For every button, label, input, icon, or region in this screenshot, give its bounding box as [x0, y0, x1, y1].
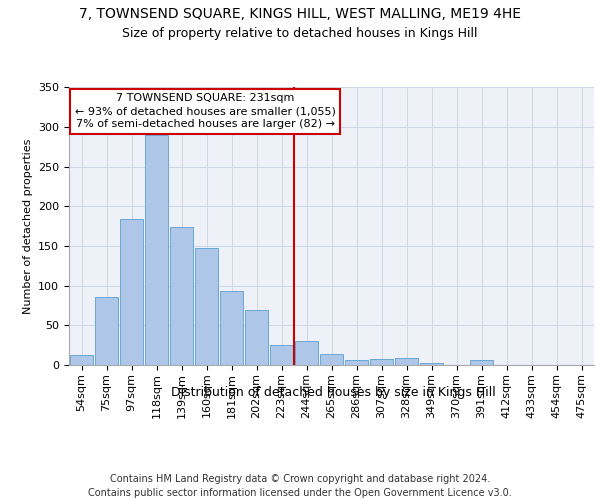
Bar [470, 360, 493, 365]
Bar [395, 358, 418, 365]
Bar [95, 297, 118, 365]
Bar [220, 292, 243, 365]
Bar [170, 227, 193, 365]
Text: Contains HM Land Registry data © Crown copyright and database right 2024.
Contai: Contains HM Land Registry data © Crown c… [88, 474, 512, 498]
Bar [70, 354, 93, 365]
Bar [195, 248, 218, 365]
Text: 7 TOWNSEND SQUARE: 231sqm
← 93% of detached houses are smaller (1,055)
7% of sem: 7 TOWNSEND SQUARE: 231sqm ← 93% of detac… [75, 93, 335, 130]
Text: Size of property relative to detached houses in Kings Hill: Size of property relative to detached ho… [122, 28, 478, 40]
Y-axis label: Number of detached properties: Number of detached properties [23, 138, 32, 314]
Bar [245, 310, 268, 365]
Text: Distribution of detached houses by size in Kings Hill: Distribution of detached houses by size … [170, 386, 496, 399]
Bar [270, 345, 293, 365]
Bar [120, 219, 143, 365]
Bar [370, 360, 393, 365]
Text: 7, TOWNSEND SQUARE, KINGS HILL, WEST MALLING, ME19 4HE: 7, TOWNSEND SQUARE, KINGS HILL, WEST MAL… [79, 8, 521, 22]
Bar [295, 341, 318, 365]
Bar [420, 362, 443, 365]
Bar [145, 135, 168, 365]
Bar [345, 360, 368, 365]
Bar [320, 354, 343, 365]
